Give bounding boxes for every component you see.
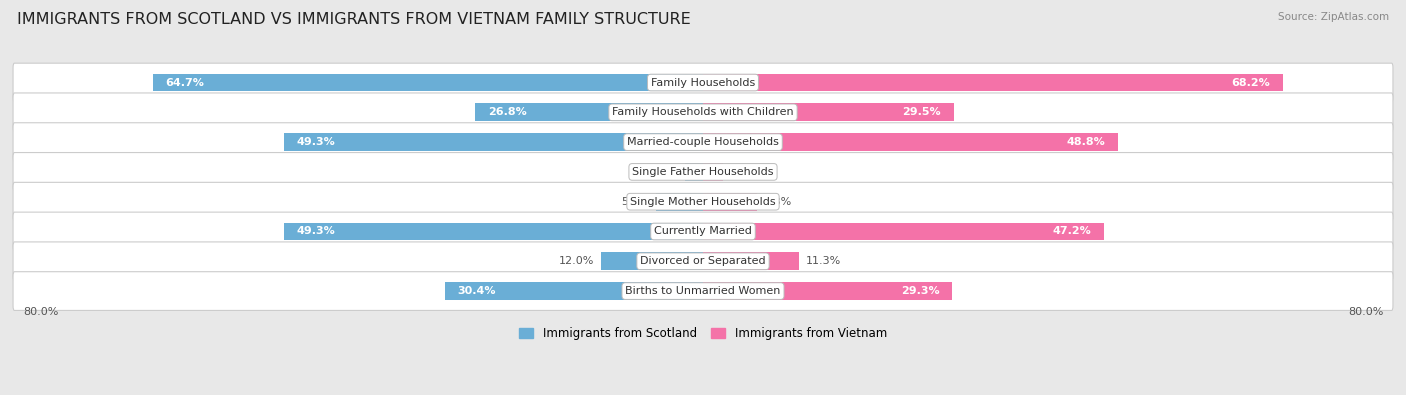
Text: 2.4%: 2.4% (730, 167, 759, 177)
Text: 5.5%: 5.5% (621, 197, 650, 207)
Text: IMMIGRANTS FROM SCOTLAND VS IMMIGRANTS FROM VIETNAM FAMILY STRUCTURE: IMMIGRANTS FROM SCOTLAND VS IMMIGRANTS F… (17, 12, 690, 27)
Text: Single Father Households: Single Father Households (633, 167, 773, 177)
Text: 11.3%: 11.3% (806, 256, 841, 266)
Bar (685, 163, 703, 181)
Text: Married-couple Households: Married-couple Households (627, 137, 779, 147)
Text: 29.3%: 29.3% (901, 286, 939, 296)
FancyBboxPatch shape (13, 152, 1393, 191)
FancyBboxPatch shape (13, 123, 1393, 162)
Text: Divorced or Separated: Divorced or Separated (640, 256, 766, 266)
Text: 49.3%: 49.3% (297, 226, 336, 237)
Bar (703, 222, 1104, 241)
Bar (284, 222, 703, 241)
Text: 12.0%: 12.0% (558, 256, 595, 266)
Text: 30.4%: 30.4% (457, 286, 496, 296)
Bar (153, 73, 703, 92)
Bar (444, 282, 703, 300)
Bar (703, 252, 799, 270)
Text: 29.5%: 29.5% (903, 107, 941, 117)
Bar (703, 73, 1282, 92)
Bar (475, 103, 703, 121)
FancyBboxPatch shape (13, 182, 1393, 221)
Text: 80.0%: 80.0% (22, 307, 58, 318)
Text: 64.7%: 64.7% (166, 77, 204, 88)
Text: Source: ZipAtlas.com: Source: ZipAtlas.com (1278, 12, 1389, 22)
Text: 26.8%: 26.8% (488, 107, 527, 117)
Text: 2.1%: 2.1% (650, 167, 678, 177)
Text: 48.8%: 48.8% (1066, 137, 1105, 147)
Text: Births to Unmarried Women: Births to Unmarried Women (626, 286, 780, 296)
FancyBboxPatch shape (13, 272, 1393, 310)
Bar (703, 282, 952, 300)
Text: 68.2%: 68.2% (1232, 77, 1270, 88)
Legend: Immigrants from Scotland, Immigrants from Vietnam: Immigrants from Scotland, Immigrants fro… (515, 323, 891, 345)
Text: Single Mother Households: Single Mother Households (630, 197, 776, 207)
Bar (657, 193, 703, 211)
Text: Currently Married: Currently Married (654, 226, 752, 237)
Text: Family Households with Children: Family Households with Children (612, 107, 794, 117)
FancyBboxPatch shape (13, 93, 1393, 132)
Text: 6.3%: 6.3% (763, 197, 792, 207)
Bar (600, 252, 703, 270)
Bar (703, 103, 953, 121)
Bar (284, 133, 703, 151)
FancyBboxPatch shape (13, 63, 1393, 102)
Text: 49.3%: 49.3% (297, 137, 336, 147)
Bar (703, 193, 756, 211)
Text: 47.2%: 47.2% (1053, 226, 1091, 237)
Bar (703, 163, 724, 181)
FancyBboxPatch shape (13, 242, 1393, 280)
Text: Family Households: Family Households (651, 77, 755, 88)
Bar (703, 133, 1118, 151)
Text: 80.0%: 80.0% (1348, 307, 1384, 318)
FancyBboxPatch shape (13, 212, 1393, 251)
